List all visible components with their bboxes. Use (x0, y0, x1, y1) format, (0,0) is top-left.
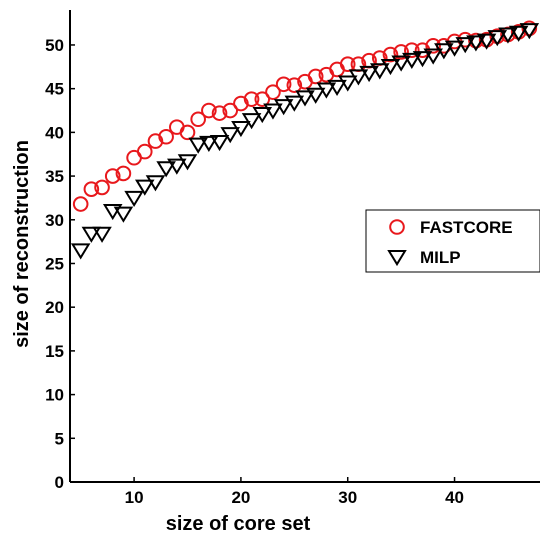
data-point-circle (425, 38, 441, 54)
data-point-triangle (92, 226, 112, 243)
y-tick-label: 35 (45, 167, 64, 186)
legend-marker-milp (387, 250, 407, 267)
y-ticks: 0 5 10 15 20 25 30 35 40 45 50 (45, 36, 75, 492)
data-point-triangle (466, 35, 486, 52)
data-point-circle (286, 77, 303, 93)
x-tick-label: 10 (125, 488, 144, 507)
data-point-circle (243, 91, 260, 107)
y-tick-label: 30 (45, 211, 64, 230)
legend-label-milp: MILP (420, 248, 461, 267)
data-point-triangle (391, 55, 411, 72)
data-point-triangle (134, 179, 155, 196)
y-tick-label: 25 (45, 254, 64, 273)
x-tick-label: 40 (445, 488, 464, 507)
data-point-triangle (167, 158, 187, 175)
x-axis-label: size of core set (166, 513, 311, 535)
data-point-circle (158, 128, 174, 145)
y-tick-label: 20 (45, 298, 64, 317)
data-point-triangle (220, 127, 241, 144)
y-tick-label: 45 (45, 80, 64, 99)
data-point-triangle (498, 27, 518, 44)
data-point-circle (222, 102, 239, 119)
data-markers (70, 20, 540, 260)
data-point-triangle (231, 121, 251, 138)
y-tick-label: 50 (45, 36, 64, 55)
data-point-triangle (476, 33, 497, 50)
data-point-triangle (369, 63, 390, 80)
data-point-circle (265, 84, 281, 100)
data-point-circle (393, 44, 409, 60)
data-point-triangle (295, 90, 315, 107)
data-point-circle (211, 105, 228, 121)
series-milp (70, 23, 540, 260)
x-tick-label: 30 (338, 488, 357, 507)
data-point-circle (201, 102, 217, 119)
data-point-triangle (209, 134, 230, 152)
data-point-circle (179, 124, 196, 141)
data-point-circle (94, 179, 110, 196)
data-point-triangle (156, 161, 176, 178)
data-point-triangle (273, 99, 294, 116)
data-point-triangle (241, 113, 262, 130)
y-tick-label: 15 (45, 342, 64, 361)
data-point-triangle (177, 154, 198, 171)
y-tick-label: 10 (45, 386, 64, 405)
data-point-circle (190, 111, 206, 128)
data-point-triangle (263, 103, 283, 120)
data-point-circle (254, 91, 271, 107)
data-point-triangle (444, 40, 465, 57)
data-point-circle (521, 20, 538, 37)
data-point-triangle (423, 48, 443, 65)
data-point-triangle (81, 226, 102, 243)
data-point-triangle (124, 190, 144, 208)
data-point-triangle (284, 95, 305, 112)
data-point-triangle (402, 52, 422, 69)
legend: FASTCORE MILP (365, 209, 540, 273)
y-axis-label: size of reconstruction (11, 140, 33, 348)
data-point-triangle (380, 58, 401, 76)
data-point-triangle (337, 75, 358, 92)
data-point-triangle (316, 82, 337, 99)
data-point-triangle (487, 30, 508, 47)
data-point-circle (136, 143, 153, 160)
data-point-triangle (519, 23, 540, 40)
data-point-circle (307, 68, 324, 85)
legend-label-fastcore: FASTCORE (420, 218, 513, 237)
data-point-triangle (434, 43, 454, 60)
data-point-triangle (113, 206, 134, 223)
data-point-circle (339, 56, 356, 72)
x-tick-label: 20 (231, 488, 250, 507)
data-point-triangle (348, 69, 369, 86)
data-point-triangle (252, 107, 273, 124)
data-point-circle (115, 165, 132, 182)
data-point-circle (404, 42, 420, 59)
data-point-triangle (145, 175, 166, 192)
data-point-circle (104, 168, 121, 184)
data-point-triangle (70, 243, 91, 260)
x-ticks: 10 20 30 40 (125, 477, 464, 507)
y-tick-label: 40 (45, 123, 64, 142)
data-point-triangle (508, 25, 529, 42)
y-tick-label: 5 (55, 429, 64, 448)
data-point-triangle (199, 135, 219, 152)
data-point-circle (382, 46, 399, 63)
data-point-triangle (188, 137, 208, 154)
data-point-triangle (327, 79, 347, 97)
legend-marker-fastcore (389, 219, 405, 235)
data-point-triangle (305, 87, 326, 104)
data-point-triangle (455, 37, 476, 54)
data-point-circle (275, 76, 292, 93)
data-point-circle (72, 196, 89, 212)
y-tick-label: 0 (55, 473, 64, 492)
data-point-circle (83, 181, 100, 197)
data-point-triangle (359, 65, 379, 83)
data-point-triangle (412, 51, 433, 68)
